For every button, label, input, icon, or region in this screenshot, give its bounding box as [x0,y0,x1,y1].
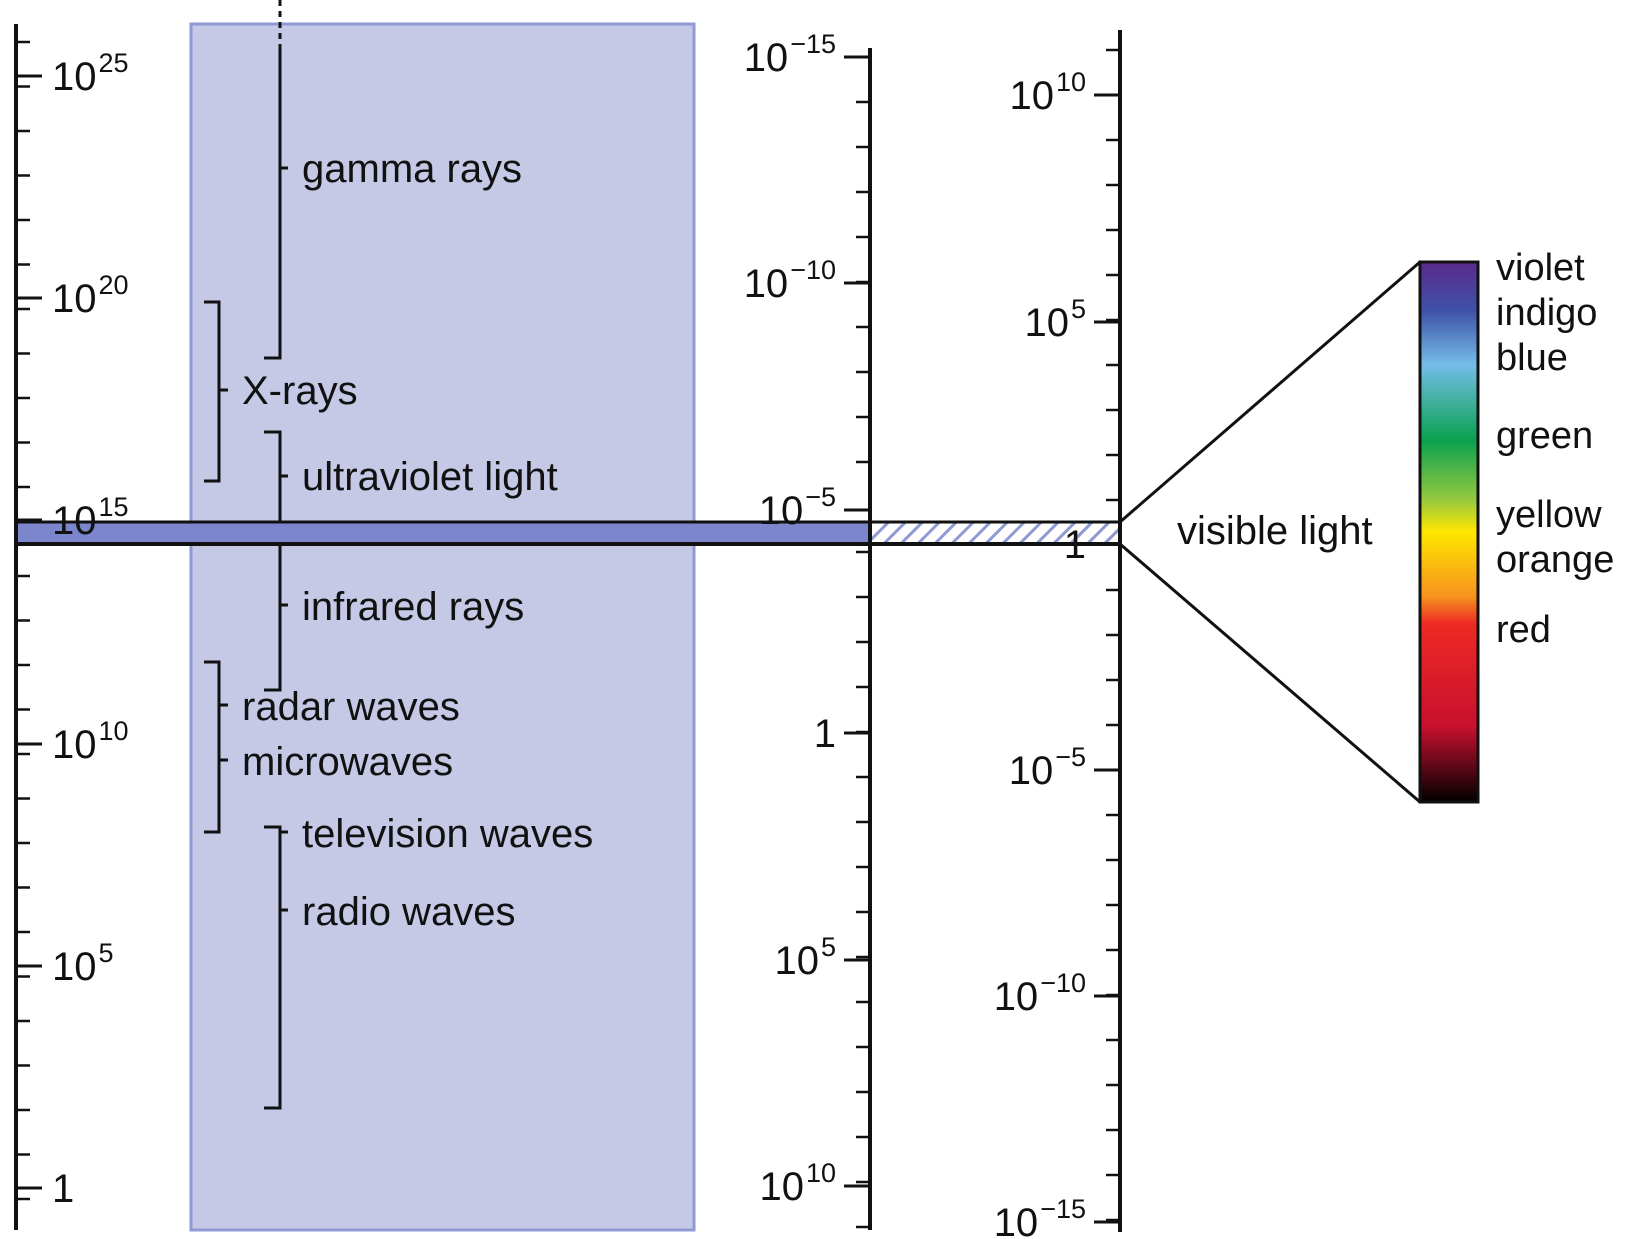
frequency-axis-tick-exponent: 15 [99,492,129,522]
gamma-bracket [264,48,288,360]
energy-axis-tick-label: 1 [1064,523,1086,567]
radio-waves-label: radio waves [302,890,515,934]
ultraviolet-label: ultraviolet light [302,455,558,499]
energy-axis-tick-exponent: −10 [1040,968,1086,998]
microwaves-label: microwaves [242,740,453,784]
frequency-axis-tick-label: 10 [52,55,97,99]
wavelength-axis-tick-label: 10 [759,489,804,533]
wavelength-axis-tick-label: 10 [774,939,819,983]
red-label: red [1496,609,1551,651]
frequency-axis-tick-exponent: 25 [99,48,129,78]
energy-axis-tick-label: 10 [1024,301,1069,345]
wavelength-axis-tick-exponent: −15 [790,29,836,59]
frequency-axis-tick-exponent: 5 [99,938,114,968]
visible-light-fan [1119,260,1421,804]
wavelength-axis-tick-label: 10 [744,262,789,306]
visible-light-label: visible light [1177,509,1373,553]
energy-axis-tick-exponent: 5 [1071,294,1086,324]
spectrum-color-labels: violet indigo blue green yellow orange r… [1496,247,1614,651]
blue-label: blue [1496,337,1568,379]
uv-bracket [264,430,288,522]
energy-axis-tick-exponent: 10 [1056,67,1086,97]
frequency-axis-tick-label: 10 [52,277,97,321]
frequency-axis-tick-exponent: 10 [99,716,129,746]
infrared-bracket [264,544,288,692]
frequency-axis-tick-label: 10 [52,499,97,543]
green-label: green [1496,415,1593,457]
wavelength-axis-tick-label: 1 [814,712,836,756]
frequency-axis-tick-label: 10 [52,945,97,989]
color-spectrum-bar [1418,260,1480,804]
energy-axis-tick-label: 10 [994,975,1039,1019]
visible-light-band [14,522,870,544]
spectrum-panel [189,22,696,1232]
wavelength-axis-tick-exponent: −10 [790,255,836,285]
wavelength-axis-tick-exponent: 10 [806,1158,836,1188]
radio-bracket [264,825,288,1110]
xrays-label: X-rays [242,369,358,413]
energy-axis-tick-label: 10 [994,1201,1039,1239]
indigo-label: indigo [1496,292,1597,334]
orange-label: orange [1496,539,1614,581]
visible-light-hatch [870,522,1120,544]
violet-label: violet [1496,247,1585,289]
energy-axis-tick-exponent: −5 [1055,742,1086,772]
wavelength-axis-tick-exponent: −5 [805,482,836,512]
wavelength-axis-tick-label: 10 [759,1165,804,1209]
frequency-axis-tick-label: 10 [52,723,97,767]
energy-axis-tick-exponent: −15 [1040,1194,1086,1224]
radar-waves-label: radar waves [242,685,460,729]
xrays-bracket [204,300,228,483]
band-brackets [204,0,288,1110]
wavelength-axis-tick-label: 10 [744,36,789,80]
gamma-rays-label: gamma rays [302,147,522,191]
yellow-label: yellow [1496,494,1602,536]
frequency-axis-tick-exponent: 20 [99,270,129,300]
radar-microwave-bracket [204,660,228,834]
energy-axis-tick-label: 10 [1009,74,1054,118]
energy-axis-tick-label: 10 [1009,749,1054,793]
wavelength-axis-tick-exponent: 5 [821,932,836,962]
television-waves-label: television waves [302,812,593,856]
infrared-label: infrared rays [302,585,524,629]
frequency-axis-tick-label: 1 [52,1167,74,1211]
